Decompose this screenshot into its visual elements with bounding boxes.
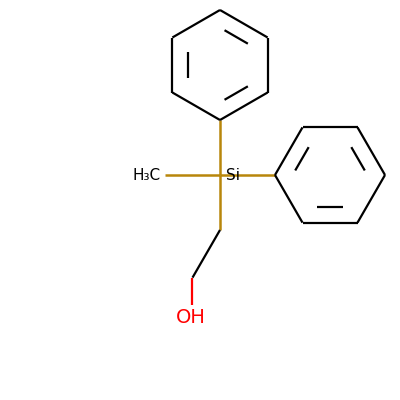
Text: OH: OH [176, 308, 206, 327]
Text: Si: Si [226, 168, 240, 182]
Text: H₃C: H₃C [133, 168, 161, 182]
